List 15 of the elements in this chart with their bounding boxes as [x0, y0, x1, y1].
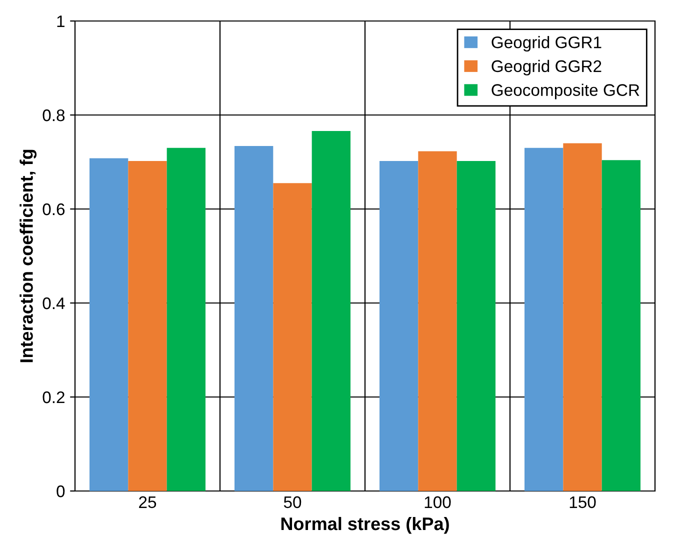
x-axis-title: Normal stress (kPa): [281, 516, 449, 534]
x-tick-label: 50: [284, 496, 302, 508]
x-tick-label: 150: [570, 496, 596, 508]
y-tick-label: 0: [56, 485, 65, 498]
y-tick-label: 1: [57, 16, 64, 28]
y-tick-label: 0.4: [42, 297, 65, 310]
legend-label: Geogrid GGR1: [492, 36, 602, 52]
y-tick-label: 0.6: [42, 203, 65, 216]
y-axis-title: Interaction coefficient, fg: [20, 150, 37, 362]
y-tick-label: 0.8: [42, 109, 65, 122]
legend-label: Geogrid GGR2: [492, 60, 602, 76]
legend-label: Geocomposite GCR: [492, 84, 640, 100]
y-tick-label: 0.2: [42, 391, 64, 404]
x-tick-label: 25: [139, 496, 156, 508]
x-tick-label: 100: [424, 496, 451, 508]
